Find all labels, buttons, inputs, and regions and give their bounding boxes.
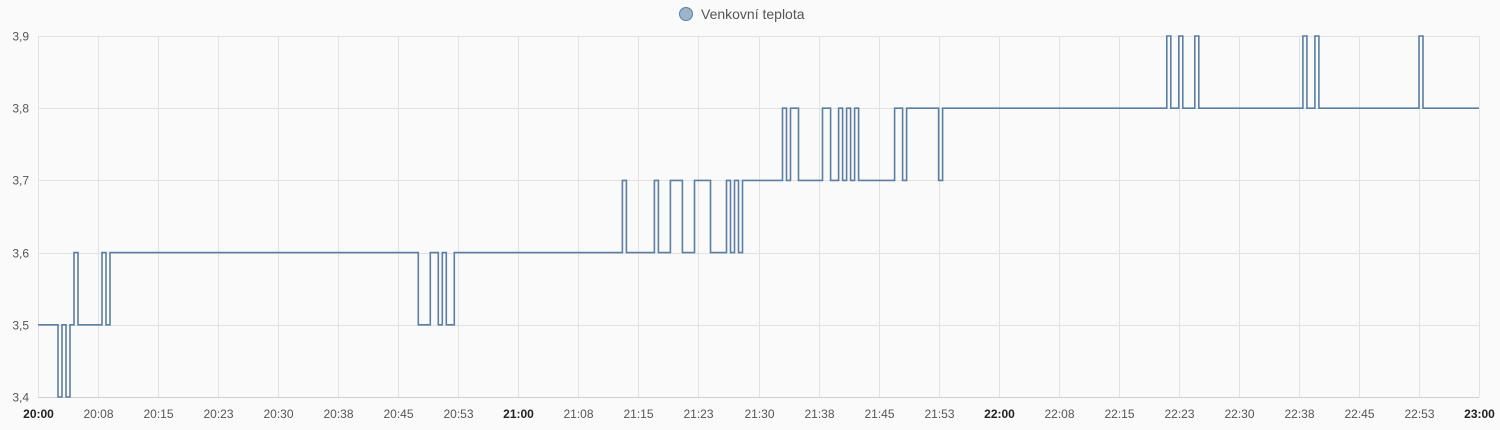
x-tick-label: 22:38 xyxy=(1284,407,1314,421)
x-tick-label: 22:00 xyxy=(984,407,1015,421)
legend-label[interactable]: Venkovní teplota xyxy=(701,6,805,22)
y-tick-label: 3,7 xyxy=(12,174,29,188)
x-tick-label: 21:45 xyxy=(864,407,894,421)
x-tick-label: 20:23 xyxy=(203,407,233,421)
y-tick-label: 3,8 xyxy=(12,102,29,116)
x-tick-label: 21:53 xyxy=(924,407,954,421)
legend[interactable]: Venkovní teplota xyxy=(679,6,805,22)
x-tick-label: 21:38 xyxy=(804,407,834,421)
x-tick-label: 20:38 xyxy=(323,407,353,421)
x-tick-label: 21:15 xyxy=(623,407,653,421)
x-tick-label: 20:08 xyxy=(83,407,113,421)
x-tick-label: 23:00 xyxy=(1464,407,1495,421)
x-tick-label: 22:30 xyxy=(1224,407,1254,421)
x-tick-label: 21:00 xyxy=(503,407,534,421)
x-tick-label: 20:30 xyxy=(263,407,293,421)
grid xyxy=(38,36,1480,398)
x-tick-label: 22:08 xyxy=(1044,407,1074,421)
x-tick-label: 21:08 xyxy=(563,407,593,421)
x-tick-label: 20:15 xyxy=(143,407,173,421)
x-tick-label: 22:53 xyxy=(1404,407,1434,421)
x-tick-label: 22:15 xyxy=(1104,407,1134,421)
y-tick-label: 3,4 xyxy=(12,391,29,405)
axes: 3,4 3,5 3,6 3,7 3,8 3,9 20:00 20:08 20:15 20:23 20… xyxy=(12,30,1495,422)
x-tick-label: 20:45 xyxy=(383,407,413,421)
x-tick-label: 20:53 xyxy=(443,407,473,421)
x-tick-label: 21:30 xyxy=(744,407,774,421)
x-tick-label: 22:45 xyxy=(1344,407,1374,421)
x-tick-label: 20:00 xyxy=(23,407,54,421)
x-tick-label: 21:23 xyxy=(683,407,713,421)
x-tick-label: 22:23 xyxy=(1164,407,1194,421)
y-tick-label: 3,6 xyxy=(12,247,29,261)
y-tick-label: 3,9 xyxy=(12,30,29,44)
y-tick-label: 3,5 xyxy=(12,319,29,333)
series-line[interactable] xyxy=(38,35,1479,398)
legend-marker-icon[interactable] xyxy=(679,7,693,21)
series-layer xyxy=(38,35,1479,398)
